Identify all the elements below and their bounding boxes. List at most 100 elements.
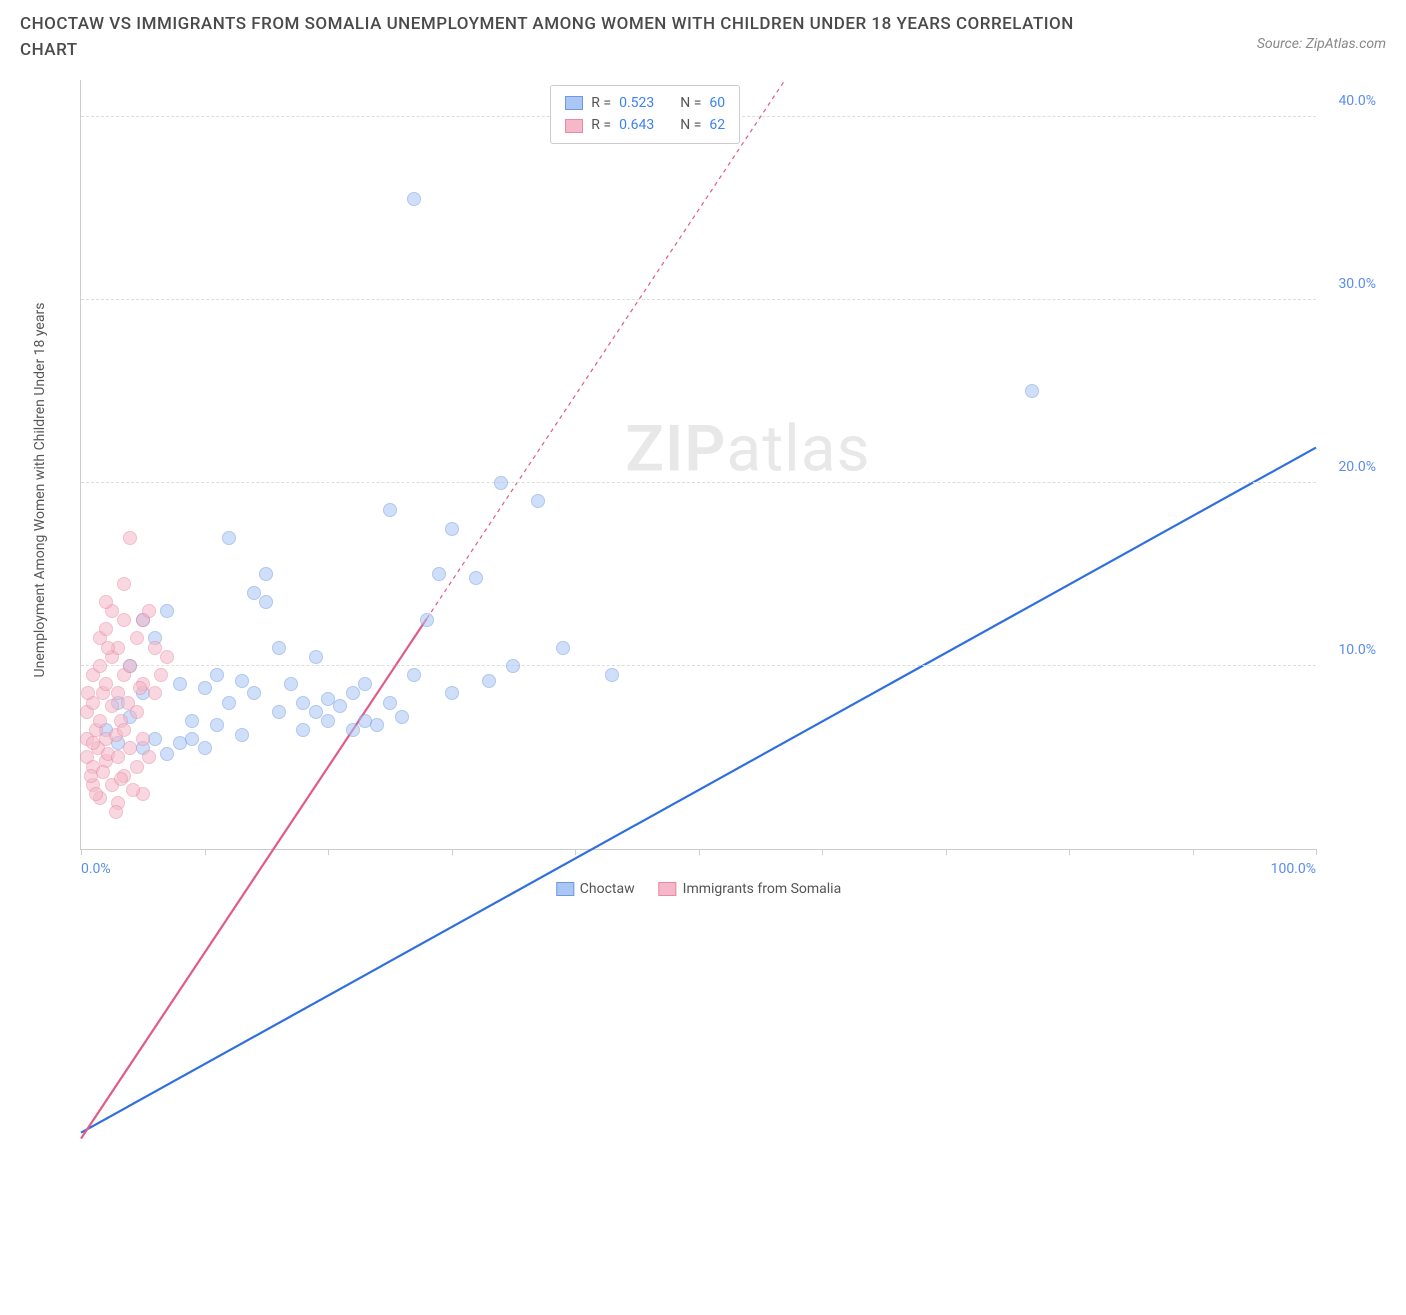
legend-n-label: N = <box>680 92 701 114</box>
x-tick <box>699 849 700 855</box>
scatter-point-somalia <box>130 760 144 774</box>
legend-swatch <box>565 119 583 133</box>
scatter-point-choctaw <box>432 567 446 581</box>
scatter-point-choctaw <box>482 674 496 688</box>
legend-n-value: 60 <box>709 92 725 114</box>
scatter-point-somalia <box>160 650 174 664</box>
scatter-point-choctaw <box>198 741 212 755</box>
scatter-point-choctaw <box>395 710 409 724</box>
y-tick-label: 20.0% <box>1338 459 1376 475</box>
scatter-point-somalia <box>99 622 113 636</box>
y-tick-label: 30.0% <box>1338 276 1376 292</box>
legend-n-value: 62 <box>709 114 725 136</box>
scatter-point-choctaw <box>160 604 174 618</box>
x-tick <box>575 849 576 855</box>
scatter-point-somalia <box>123 659 137 673</box>
x-tick <box>946 849 947 855</box>
stats-legend-row: R =0.523N =60 <box>565 92 725 114</box>
scatter-point-somalia <box>93 659 107 673</box>
legend-swatch <box>565 96 583 110</box>
legend-swatch <box>659 882 677 896</box>
scatter-point-choctaw <box>506 659 520 673</box>
scatter-point-choctaw <box>383 696 397 710</box>
scatter-point-somalia <box>136 732 150 746</box>
scatter-point-somalia <box>111 750 125 764</box>
scatter-point-somalia <box>81 686 95 700</box>
scatter-point-somalia <box>123 531 137 545</box>
series-legend-item: Immigrants from Somalia <box>659 881 842 897</box>
scatter-point-somalia <box>142 604 156 618</box>
scatter-point-somalia <box>117 577 131 591</box>
scatter-point-choctaw <box>333 699 347 713</box>
trend-lines-svg <box>81 80 1316 1315</box>
scatter-point-choctaw <box>160 747 174 761</box>
scatter-point-choctaw <box>173 677 187 691</box>
scatter-point-choctaw <box>272 705 286 719</box>
chart-title: CHOCTAW VS IMMIGRANTS FROM SOMALIA UNEMP… <box>20 12 1120 63</box>
x-tick <box>205 849 206 855</box>
scatter-point-somalia <box>99 595 113 609</box>
y-tick-label: 10.0% <box>1338 642 1376 658</box>
scatter-point-choctaw <box>321 714 335 728</box>
scatter-point-somalia <box>126 783 140 797</box>
watermark-prefix: ZIP <box>625 412 726 487</box>
gridline <box>81 482 1316 483</box>
legend-r-value: 0.643 <box>619 114 654 136</box>
series-legend-label: Choctaw <box>580 881 635 897</box>
scatter-point-somalia <box>86 736 100 750</box>
x-tick <box>328 849 329 855</box>
chart-container: Unemployment Among Women with Children U… <box>50 80 1386 900</box>
scatter-point-choctaw <box>445 522 459 536</box>
scatter-point-choctaw <box>210 668 224 682</box>
watermark-suffix: atlas <box>726 412 870 487</box>
scatter-point-choctaw <box>346 723 360 737</box>
scatter-point-choctaw <box>222 531 236 545</box>
scatter-point-choctaw <box>1025 384 1039 398</box>
trend-line-somalia-dashed <box>427 80 785 619</box>
y-tick-label: 40.0% <box>1338 93 1376 109</box>
watermark: ZIPatlas <box>625 412 870 487</box>
scatter-point-choctaw <box>445 686 459 700</box>
x-tick <box>1316 849 1317 855</box>
x-tick <box>452 849 453 855</box>
series-legend: Choctaw Immigrants from Somalia <box>556 881 841 897</box>
x-tick <box>822 849 823 855</box>
scatter-point-choctaw <box>420 613 434 627</box>
scatter-point-choctaw <box>247 686 261 700</box>
scatter-point-choctaw <box>185 732 199 746</box>
scatter-point-choctaw <box>383 503 397 517</box>
scatter-point-choctaw <box>259 567 273 581</box>
scatter-point-choctaw <box>531 494 545 508</box>
scatter-point-choctaw <box>407 192 421 206</box>
scatter-point-choctaw <box>309 650 323 664</box>
scatter-point-choctaw <box>469 571 483 585</box>
stats-legend-row: R = 0.643 N = 62 <box>565 114 725 136</box>
source-attribution: Source: ZipAtlas.com <box>1257 36 1386 52</box>
scatter-point-choctaw <box>370 718 384 732</box>
scatter-point-choctaw <box>407 668 421 682</box>
legend-r-label: R = <box>591 114 611 136</box>
scatter-point-somalia <box>99 677 113 691</box>
gridline <box>81 665 1316 666</box>
legend-n-label: N = <box>680 114 701 136</box>
scatter-point-somalia <box>105 699 119 713</box>
scatter-point-somalia <box>148 686 162 700</box>
x-tick <box>1069 849 1070 855</box>
series-legend-label: Immigrants from Somalia <box>683 881 842 897</box>
scatter-point-choctaw <box>185 714 199 728</box>
scatter-point-somalia <box>148 641 162 655</box>
scatter-point-somalia <box>130 705 144 719</box>
scatter-point-choctaw <box>222 696 236 710</box>
series-legend-item: Choctaw <box>556 881 635 897</box>
scatter-point-choctaw <box>259 595 273 609</box>
stats-legend-box: R =0.523N =60R =0.643N =62 <box>550 85 740 144</box>
legend-r-label: R = <box>591 92 611 114</box>
scatter-point-choctaw <box>198 681 212 695</box>
scatter-point-choctaw <box>296 696 310 710</box>
scatter-point-choctaw <box>210 718 224 732</box>
trend-line-choctaw <box>81 448 1316 1133</box>
scatter-point-somalia <box>93 714 107 728</box>
x-tick <box>81 849 82 855</box>
scatter-point-somalia <box>101 641 115 655</box>
legend-swatch <box>556 882 574 896</box>
